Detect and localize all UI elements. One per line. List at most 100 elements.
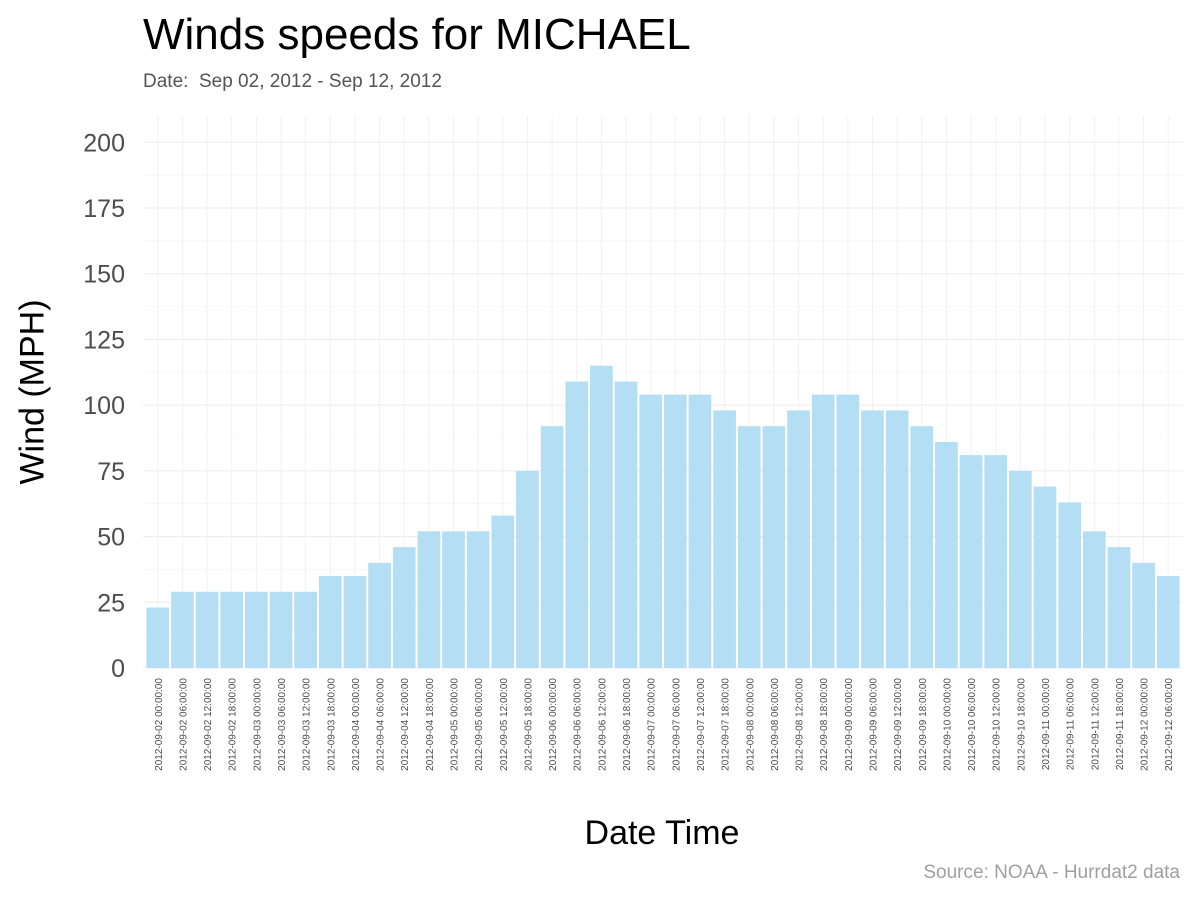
y-axis-ticks: 0 25 50 75 100 125 150 175 200: [83, 129, 125, 683]
x-tick-label: 2012-09-08 06:00:00: [770, 678, 781, 771]
x-tick-label: 2012-09-11 00:00:00: [1041, 678, 1052, 771]
x-tick-label: 2012-09-07 00:00:00: [647, 678, 658, 771]
bar: [639, 394, 663, 668]
bar: [417, 531, 441, 668]
bar: [1082, 531, 1106, 668]
bar: [910, 426, 934, 668]
bar: [787, 410, 810, 668]
x-tick-label: 2012-09-04 06:00:00: [376, 678, 387, 771]
bar: [885, 410, 909, 668]
bar: [171, 591, 194, 668]
x-tick-label: 2012-09-03 06:00:00: [277, 678, 288, 771]
bar: [1132, 562, 1155, 668]
x-tick-label: 2012-09-10 18:00:00: [1016, 678, 1027, 771]
bar: [836, 394, 860, 668]
bar: [737, 426, 761, 668]
y-tick-label: 200: [83, 129, 125, 157]
bar: [269, 591, 293, 668]
x-tick-label: 2012-09-10 00:00:00: [942, 678, 953, 771]
x-tick-label: 2012-09-05 12:00:00: [499, 678, 510, 771]
x-tick-label: 2012-09-11 18:00:00: [1115, 678, 1126, 771]
y-tick-label: 150: [83, 261, 125, 289]
bar: [516, 470, 539, 668]
x-tick-label: 2012-09-05 00:00:00: [450, 678, 461, 771]
bar: [318, 576, 342, 668]
bar: [245, 591, 268, 668]
x-tick-label: 2012-09-02 18:00:00: [228, 678, 239, 771]
x-tick-label: 2012-09-06 12:00:00: [597, 678, 608, 771]
x-tick-label: 2012-09-07 12:00:00: [696, 678, 707, 771]
x-tick-label: 2012-09-09 06:00:00: [868, 678, 879, 771]
bar: [294, 591, 317, 668]
bar: [762, 426, 786, 668]
x-tick-label: 2012-09-05 18:00:00: [523, 678, 534, 771]
x-tick-label: 2012-09-12 00:00:00: [1140, 678, 1151, 771]
y-tick-label: 100: [83, 392, 125, 420]
x-tick-label: 2012-09-06 18:00:00: [622, 678, 633, 771]
chart-subtitle: Date: Sep 02, 2012 - Sep 12, 2012: [143, 71, 442, 92]
x-tick-label: 2012-09-10 06:00:00: [967, 678, 978, 771]
bar: [146, 607, 170, 668]
bar: [442, 531, 465, 668]
x-tick-label: 2012-09-02 12:00:00: [203, 678, 214, 771]
bar: [861, 410, 884, 668]
x-tick-label: 2012-09-06 06:00:00: [573, 678, 584, 771]
x-tick-label: 2012-09-12 06:00:00: [1164, 678, 1175, 771]
bar: [663, 394, 687, 668]
bar: [614, 381, 638, 668]
y-tick-label: 125: [83, 326, 125, 354]
x-tick-label: 2012-09-11 12:00:00: [1090, 678, 1101, 771]
x-tick-label: 2012-09-02 06:00:00: [178, 678, 189, 771]
x-axis-label: Date Time: [584, 814, 740, 852]
chart-title: Winds speeds for MICHAEL: [143, 10, 691, 59]
bar: [565, 381, 589, 668]
x-tick-label: 2012-09-03 18:00:00: [326, 678, 337, 771]
x-tick-label: 2012-09-08 18:00:00: [819, 678, 830, 771]
bar: [935, 441, 958, 668]
bar: [220, 591, 244, 668]
x-tick-label: 2012-09-09 12:00:00: [893, 678, 904, 771]
x-tick-label: 2012-09-02 00:00:00: [154, 678, 165, 771]
x-tick-label: 2012-09-11 06:00:00: [1066, 678, 1077, 771]
bars: [146, 365, 1180, 668]
x-tick-label: 2012-09-06 00:00:00: [548, 678, 559, 771]
y-tick-label: 75: [97, 458, 125, 486]
bar: [368, 562, 391, 668]
x-axis-ticks: 2012-09-02 00:00:00 2012-09-02 06:00:00 20…: [154, 678, 1175, 771]
bar: [1156, 576, 1180, 668]
bar: [466, 531, 490, 668]
x-tick-label: 2012-09-03 00:00:00: [252, 678, 263, 771]
x-tick-label: 2012-09-07 18:00:00: [721, 678, 732, 771]
x-tick-label: 2012-09-09 18:00:00: [918, 678, 929, 771]
x-tick-label: 2012-09-08 00:00:00: [745, 678, 756, 771]
bar: [713, 410, 736, 668]
x-tick-label: 2012-09-04 12:00:00: [400, 678, 411, 771]
x-tick-label: 2012-09-04 00:00:00: [351, 678, 362, 771]
x-tick-label: 2012-09-03 12:00:00: [302, 678, 313, 771]
bar: [392, 547, 416, 668]
y-tick-label: 50: [97, 524, 125, 552]
x-tick-label: 2012-09-10 12:00:00: [992, 678, 1003, 771]
bar: [1058, 502, 1081, 668]
bar: [491, 515, 515, 668]
bar: [195, 591, 219, 668]
x-tick-label: 2012-09-04 18:00:00: [425, 678, 436, 771]
bar: [343, 576, 367, 668]
x-tick-label: 2012-09-09 00:00:00: [844, 678, 855, 771]
y-tick-label: 25: [97, 589, 125, 617]
x-tick-label: 2012-09-08 12:00:00: [795, 678, 806, 771]
y-axis-label: Wind (MPH): [13, 299, 52, 485]
bar: [959, 455, 983, 668]
bar: [540, 426, 564, 668]
bar: [1033, 486, 1057, 668]
bar: [1107, 547, 1131, 668]
bar: [984, 455, 1008, 668]
bar: [590, 365, 613, 668]
bar: [1009, 470, 1032, 668]
source-caption: Source: NOAA - Hurrdat2 data: [923, 862, 1180, 883]
x-tick-label: 2012-09-05 06:00:00: [474, 678, 485, 771]
x-tick-label: 2012-09-07 06:00:00: [671, 678, 682, 771]
bar: [688, 394, 712, 668]
bar: [811, 394, 835, 668]
